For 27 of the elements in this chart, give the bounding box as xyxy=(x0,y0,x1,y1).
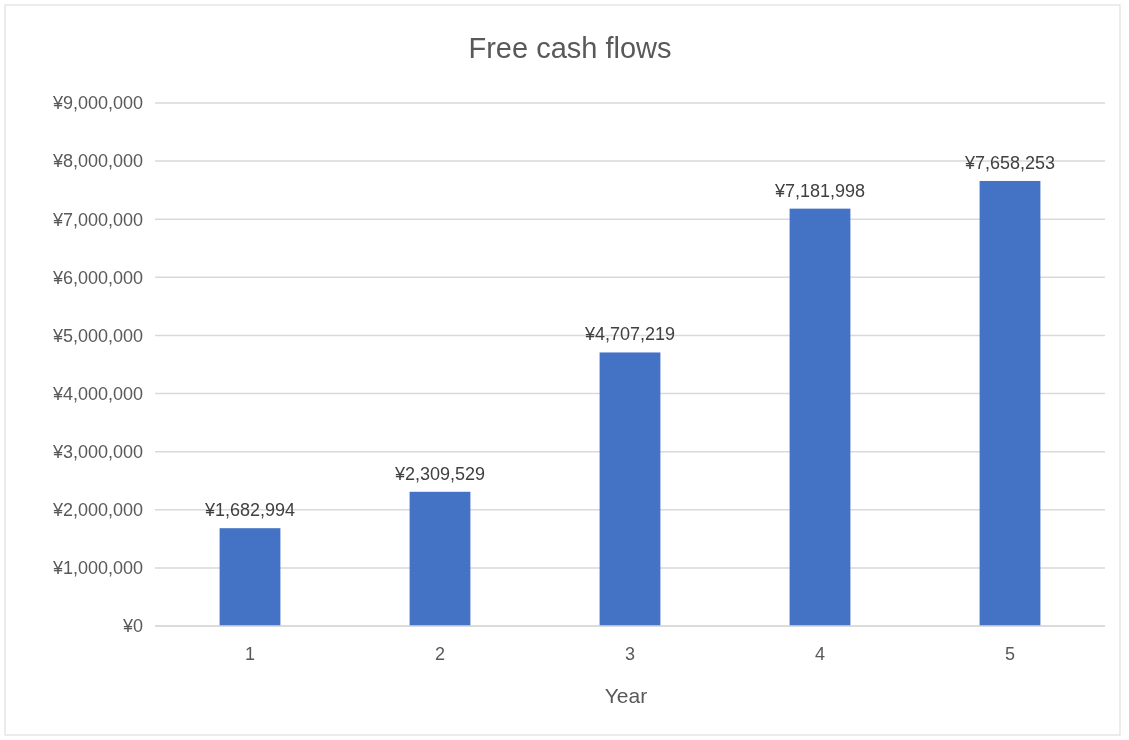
data-label: ¥4,707,219 xyxy=(583,324,676,345)
x-tick-label: 3 xyxy=(624,644,636,664)
data-label: ¥7,181,998 xyxy=(773,180,866,201)
bar xyxy=(979,180,1041,626)
x-tick-label: 4 xyxy=(814,644,826,664)
x-tick-label: 2 xyxy=(434,644,446,664)
y-tick-label: ¥7,000,000 xyxy=(51,209,143,230)
x-tick-label: 1 xyxy=(244,644,256,664)
bar xyxy=(599,352,661,626)
y-tick-label: ¥6,000,000 xyxy=(51,267,143,288)
y-tick-label: ¥1,000,000 xyxy=(51,558,143,579)
y-tick-label: ¥9,000,000 xyxy=(51,93,143,114)
y-tick-label: ¥3,000,000 xyxy=(51,441,143,462)
data-label: ¥2,309,529 xyxy=(393,463,486,484)
y-tick-label: ¥8,000,000 xyxy=(51,151,143,172)
chart-title: Free cash flows xyxy=(468,32,672,64)
y-tick-label: ¥2,000,000 xyxy=(51,500,143,521)
y-tick-label: ¥4,000,000 xyxy=(51,383,143,404)
bar xyxy=(789,208,851,626)
y-tick-label: ¥5,000,000 xyxy=(51,325,143,346)
bar xyxy=(219,528,281,626)
x-tick-label: 5 xyxy=(1004,644,1016,664)
data-label: ¥7,658,253 xyxy=(963,152,1056,173)
data-label: ¥1,682,994 xyxy=(203,500,296,521)
bar xyxy=(409,491,471,626)
y-tick-label: ¥0 xyxy=(121,616,143,637)
x-axis-title: Year xyxy=(604,684,648,707)
